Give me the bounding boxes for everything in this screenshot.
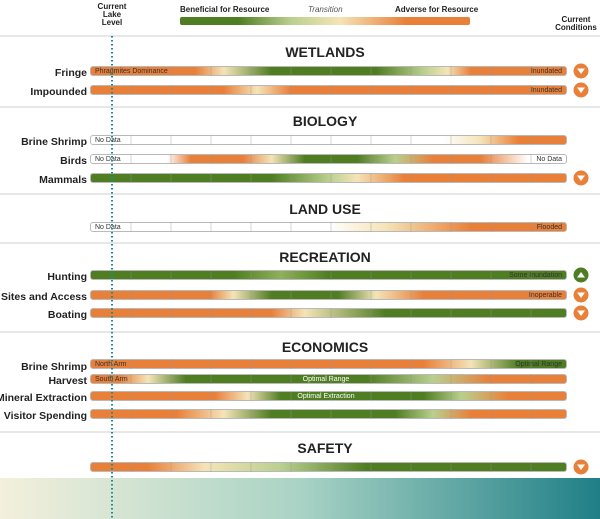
row-label: Brine Shrimp Harvest xyxy=(21,360,87,387)
section-title: BIOLOGY xyxy=(292,113,358,129)
row-label: Birds xyxy=(60,155,87,167)
condition-bar xyxy=(90,308,567,318)
section-title: SAFETY xyxy=(297,440,353,456)
elevation-label: 4,199 xyxy=(277,486,301,497)
bar-note: Optimal Range xyxy=(302,376,350,383)
row-label: Sites and Access xyxy=(1,291,87,303)
elevation-title: Lake Elevation xyxy=(8,485,82,497)
condition-bar: No Data xyxy=(90,135,567,145)
condition-icon xyxy=(573,82,589,98)
condition-bar: South Arm Optimal Range xyxy=(90,374,567,384)
condition-icon xyxy=(573,305,589,321)
row-label: Mineral Extraction xyxy=(0,392,87,404)
condition-bar xyxy=(90,462,567,472)
condition-icon xyxy=(573,459,589,475)
section-title: RECREATION xyxy=(279,249,371,265)
elevation-label: 4,207 xyxy=(437,486,461,497)
elevation-band xyxy=(0,478,600,519)
elevation-label: 4,201 xyxy=(317,486,341,497)
current-level-label: Current Lake Level xyxy=(97,2,127,27)
bar-note: Optimal Range xyxy=(515,361,562,368)
condition-bar: Phragmites Dominance Inundated xyxy=(90,66,567,76)
condition-arrow xyxy=(577,310,585,316)
condition-arrow xyxy=(577,68,585,74)
bar-note: Inundated xyxy=(530,87,562,94)
bar-note: Flooded xyxy=(536,224,562,231)
elevation-label: 4,213 xyxy=(556,486,580,497)
bar-note: No Data xyxy=(95,137,121,144)
condition-bar: Inoperable xyxy=(90,290,567,300)
condition-bar: No Data Flooded xyxy=(90,222,567,232)
section-title: ECONOMICS xyxy=(281,339,369,355)
bar-note: Some Inundation xyxy=(509,272,562,279)
condition-arrow xyxy=(577,464,585,470)
condition-arrow xyxy=(577,175,585,181)
current-conditions-label: Current Conditions xyxy=(555,15,597,32)
row-label: Visitor Spending xyxy=(3,410,87,422)
condition-icon xyxy=(573,287,589,303)
condition-arrow xyxy=(577,292,585,298)
elevation-label: 4,193 xyxy=(157,486,181,497)
condition-arrow xyxy=(577,272,585,278)
condition-bar: Inundated xyxy=(90,85,567,95)
bar-note: Inoperable xyxy=(528,292,562,299)
row-label: Mammals xyxy=(39,174,87,186)
bar-note: No Data xyxy=(95,156,121,163)
legend-beneficial: Beneficial for Resource xyxy=(180,5,270,14)
elevation-label: 4,197 xyxy=(237,486,261,497)
condition-bar xyxy=(90,409,567,419)
legend-adverse: Adverse for Resource xyxy=(395,5,479,14)
elevation-label: 4,205 xyxy=(397,486,421,497)
condition-bar: No Data No Data xyxy=(90,154,567,164)
elevation-label: 4,203 xyxy=(357,486,381,497)
condition-bar: North Arm Optimal Range xyxy=(90,359,567,369)
condition-bar: Optimal Extraction xyxy=(90,391,567,401)
bar-note: No Data xyxy=(95,224,121,231)
bar-note: Phragmites Dominance xyxy=(95,68,168,75)
condition-icon xyxy=(573,170,589,186)
condition-bar xyxy=(90,173,567,183)
bar-note: No Data xyxy=(536,156,562,163)
row-label: Impounded xyxy=(30,86,87,98)
condition-icon xyxy=(573,267,589,283)
elevation-label: 4,191 xyxy=(123,486,147,497)
section-title: WETLANDS xyxy=(285,44,365,60)
elevation-label: 4,209 xyxy=(477,486,501,497)
row-label: Fringe xyxy=(54,67,87,79)
condition-arrow xyxy=(577,87,585,93)
condition-bar: Some Inundation xyxy=(90,270,567,280)
legend-transition: Transition xyxy=(308,5,343,14)
elevation-unit: in feet xyxy=(30,498,47,504)
bar-note: Optimal Extraction xyxy=(297,393,355,400)
elevation-label: 4,211 xyxy=(516,486,540,497)
row-label: Brine Shrimp xyxy=(21,136,87,148)
row-label: Hunting xyxy=(47,271,87,283)
bar-note: Inundated xyxy=(530,68,562,75)
condition-icon xyxy=(573,63,589,79)
elevation-label: 4,188 xyxy=(85,486,109,497)
bar-note: North Arm xyxy=(95,361,127,368)
row-label: Boating xyxy=(47,309,87,321)
legend-bar xyxy=(180,17,470,25)
section-title: LAND USE xyxy=(289,201,361,217)
elevation-label: 4,195 xyxy=(197,486,221,497)
